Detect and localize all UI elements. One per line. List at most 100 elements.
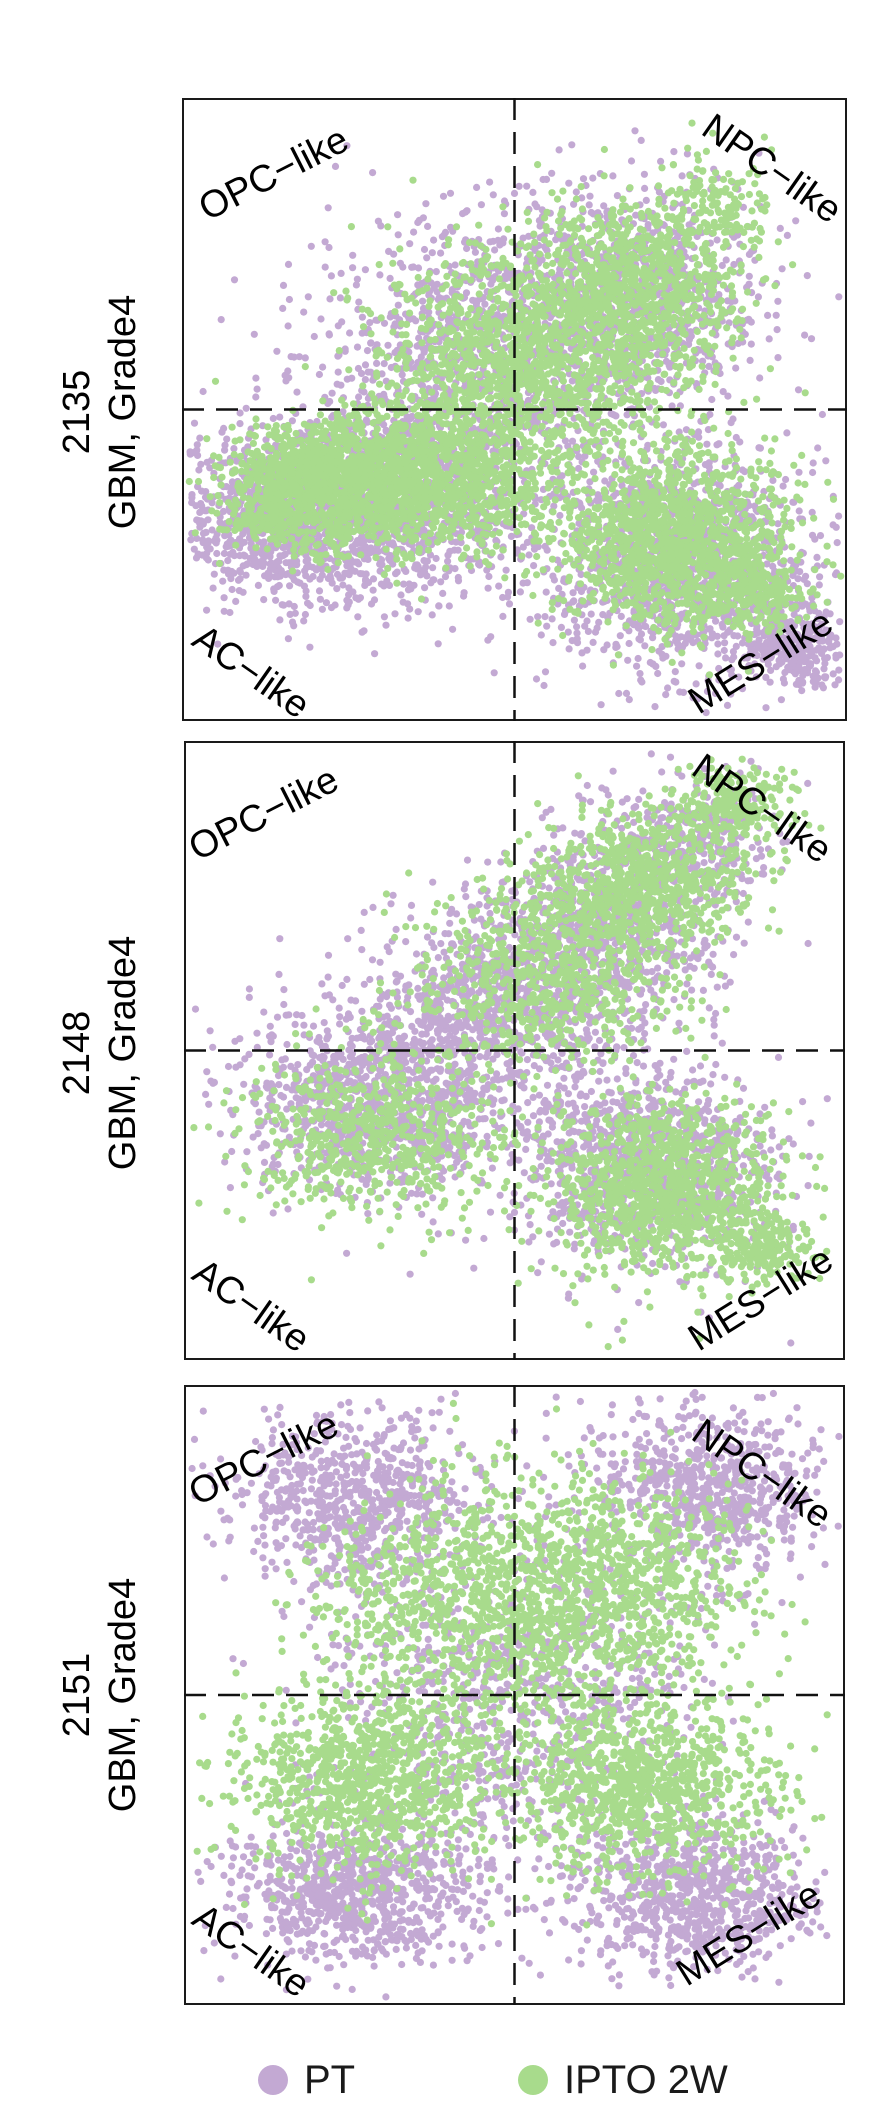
data-point — [321, 263, 329, 271]
data-point — [809, 468, 817, 477]
data-point — [422, 200, 430, 208]
data-point — [713, 236, 721, 244]
data-point — [414, 264, 423, 272]
data-point — [347, 559, 355, 567]
data-point — [224, 566, 232, 574]
data-point — [727, 419, 735, 427]
data-point — [815, 581, 823, 589]
data-point — [284, 322, 292, 330]
data-point — [300, 617, 308, 625]
data-point — [328, 579, 336, 587]
data-point — [250, 330, 258, 338]
data-point — [542, 588, 550, 596]
data-point — [393, 568, 401, 576]
data-point — [316, 575, 324, 583]
data-point — [349, 588, 357, 596]
data-point — [519, 543, 527, 551]
data-point — [200, 518, 208, 526]
data-point — [206, 464, 214, 472]
data-point — [400, 580, 408, 588]
data-point — [220, 607, 228, 615]
data-point — [573, 629, 581, 637]
data-point — [654, 669, 662, 678]
data-point — [370, 596, 379, 604]
data-point — [220, 424, 228, 432]
data-point — [423, 254, 431, 262]
data-point — [634, 654, 642, 663]
data-point — [795, 468, 803, 476]
data-point — [217, 316, 225, 324]
data-point — [713, 441, 721, 449]
data-point — [190, 419, 199, 427]
data-point — [380, 360, 388, 368]
data-point — [199, 539, 207, 547]
data-point — [412, 317, 420, 325]
data-point — [460, 589, 468, 597]
data-point — [424, 222, 432, 230]
data-point — [293, 561, 301, 569]
data-point — [302, 592, 310, 600]
data-point — [346, 329, 354, 337]
data-point — [637, 136, 645, 144]
data-point — [300, 308, 308, 316]
data-point — [349, 251, 357, 259]
data-point — [354, 613, 362, 621]
data-point — [451, 261, 459, 269]
data-point — [247, 539, 255, 547]
data-point — [772, 311, 780, 319]
data-point — [390, 250, 398, 258]
data-point — [406, 413, 414, 421]
data-point — [818, 410, 827, 419]
data-point — [822, 457, 830, 465]
data-point — [326, 295, 334, 303]
data-point — [459, 210, 467, 218]
data-point — [497, 553, 505, 561]
data-point — [495, 582, 503, 590]
data-point — [337, 269, 345, 277]
data-point — [537, 631, 545, 639]
data-point — [385, 540, 394, 548]
data-point — [651, 703, 659, 711]
data-point — [428, 249, 436, 257]
data-point — [224, 557, 232, 565]
data-point — [226, 538, 234, 546]
data-point — [325, 330, 333, 338]
data-point — [494, 225, 502, 233]
data-point — [583, 646, 591, 654]
data-point — [516, 588, 524, 596]
data-point — [430, 576, 438, 584]
data-point — [242, 404, 250, 412]
data-point — [309, 572, 317, 581]
data-point — [376, 271, 384, 279]
data-point — [188, 494, 196, 502]
data-point — [226, 608, 234, 617]
data-point — [219, 577, 227, 585]
data-point — [232, 597, 240, 605]
data-point — [239, 562, 247, 570]
data-point — [252, 374, 260, 382]
data-point — [220, 549, 228, 558]
data-point — [312, 566, 320, 574]
data-point — [590, 468, 598, 476]
data-point — [489, 237, 497, 245]
data-point — [414, 563, 422, 571]
data-point — [487, 280, 495, 288]
data-point — [252, 393, 260, 401]
data-point — [354, 364, 362, 373]
data-point — [616, 632, 624, 640]
data-point — [404, 614, 412, 622]
data-point — [358, 329, 366, 337]
data-point — [382, 377, 390, 385]
panel-subtitle: GBM, Grade4 — [100, 102, 146, 722]
data-point — [364, 555, 372, 563]
data-point — [556, 511, 564, 520]
data-point — [498, 237, 506, 245]
data-point — [659, 421, 667, 429]
data-point — [307, 242, 315, 250]
data-point — [352, 281, 360, 289]
data-point — [445, 602, 453, 610]
data-point — [343, 375, 351, 383]
data-point — [360, 627, 368, 635]
data-point — [394, 231, 402, 239]
data-point — [765, 335, 773, 343]
